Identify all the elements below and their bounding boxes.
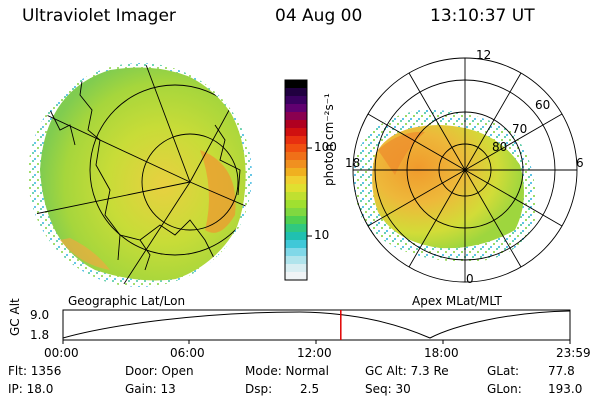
apex-caption: Apex MLat/MLT: [412, 294, 502, 308]
altitude-xtick-1200: 12:00: [297, 346, 332, 360]
glon-value: 193.0: [548, 382, 583, 396]
glat-value: 77.8: [548, 364, 575, 378]
gc-altitude: GC Alt: 7.3 Re: [365, 364, 449, 378]
mlat-label-80: 80: [492, 140, 508, 154]
colorbar-step: [285, 184, 307, 193]
mode-value: Mode: Normal: [245, 364, 329, 378]
colorbar-step: [285, 80, 307, 89]
colorbar-step: [285, 232, 307, 241]
glon-label: GLon:: [487, 382, 522, 396]
date-label: 04 Aug 00: [275, 6, 363, 26]
altitude-plot: [62, 309, 571, 344]
colorbar-step: [285, 88, 307, 97]
glat-label: GLat:: [487, 364, 520, 378]
colorbar-step: [285, 200, 307, 209]
sequence-number: Seq: 30: [365, 382, 411, 396]
colorbar-step: [285, 168, 307, 177]
time-label: 13:10:37 UT: [430, 6, 535, 26]
colorbar-tick-10: 10: [314, 228, 330, 242]
colorbar-step: [285, 128, 307, 137]
altitude-ytick-high: 9.0: [30, 308, 50, 322]
colorbar-step: [285, 240, 307, 249]
colorbar-step: [285, 272, 307, 281]
colorbar-step: [285, 256, 307, 265]
colorbar-step: [285, 264, 307, 273]
colorbar-step: [285, 208, 307, 217]
mlt-label-6: 6: [576, 156, 584, 170]
colorbar-step: [285, 224, 307, 233]
mlt-label-12: 12: [476, 48, 492, 62]
altitude-xtick-0000: 00:00: [44, 346, 79, 360]
mlat-label-60: 60: [535, 98, 551, 112]
altitude-xtick-0600: 06:00: [170, 346, 205, 360]
dsp-label: Dsp:: [245, 382, 273, 396]
dsp-value: 2.5: [300, 382, 320, 396]
colorbar-step: [285, 104, 307, 113]
instrument-title: Ultraviolet Imager: [22, 6, 176, 26]
colorbar-step: [285, 96, 307, 105]
altitude-xtick-1800: 18:00: [424, 346, 459, 360]
mlt-label-0: 0: [466, 272, 474, 286]
altitude-ytick-low: 1.8: [30, 328, 50, 342]
altitude-ylabel: GC Alt: [8, 298, 22, 336]
flight-number: Flt: 1356: [8, 364, 62, 378]
colorbar-unit-label: photon cm⁻²s⁻¹: [322, 93, 336, 186]
door-status: Door: Open: [125, 364, 194, 378]
colorbar-step: [285, 144, 307, 153]
colorbar: [285, 80, 307, 281]
altitude-xtick-2359: 23:59: [556, 346, 591, 360]
apex-image: [352, 57, 578, 283]
colorbar-step: [285, 216, 307, 225]
colorbar-step: [285, 136, 307, 145]
geographic-caption: Geographic Lat/Lon: [68, 294, 186, 308]
geographic-image: [28, 63, 252, 287]
colorbar-tick-100: 100: [314, 140, 337, 154]
colorbar-step: [285, 160, 307, 169]
colorbar-step: [285, 192, 307, 201]
gain-value: Gain: 13: [125, 382, 176, 396]
colorbar-step: [285, 120, 307, 129]
colorbar-step: [285, 112, 307, 121]
mlat-label-70: 70: [512, 122, 528, 136]
colorbar-step: [285, 152, 307, 161]
colorbar-step: [285, 248, 307, 257]
mlt-label-18: 18: [345, 156, 361, 170]
colorbar-step: [285, 176, 307, 185]
ip-value: IP: 18.0: [8, 382, 54, 396]
